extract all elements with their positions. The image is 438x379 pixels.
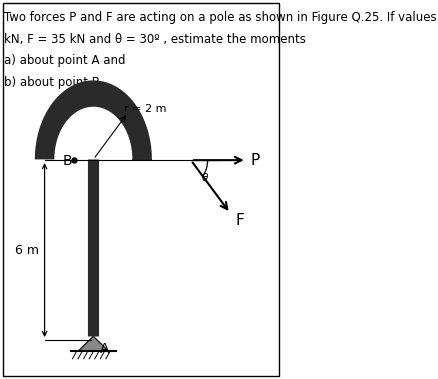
Polygon shape	[35, 80, 152, 160]
Text: θ: θ	[201, 173, 208, 183]
Text: Two forces P and F are acting on a pole as shown in Figure Q.25. If values of  P: Two forces P and F are acting on a pole …	[4, 11, 438, 24]
Text: kN, F = 35 kN and θ = 30º , estimate the moments: kN, F = 35 kN and θ = 30º , estimate the…	[4, 33, 305, 45]
Text: b) about point B.: b) about point B.	[4, 76, 103, 89]
Text: A: A	[100, 342, 110, 356]
Text: P: P	[250, 153, 259, 168]
Text: B: B	[63, 154, 72, 168]
Text: a) about point A and: a) about point A and	[4, 55, 125, 67]
Polygon shape	[78, 336, 109, 351]
Text: r = 2 m: r = 2 m	[124, 104, 166, 114]
Text: 6 m: 6 m	[15, 244, 39, 257]
Text: F: F	[235, 213, 244, 229]
